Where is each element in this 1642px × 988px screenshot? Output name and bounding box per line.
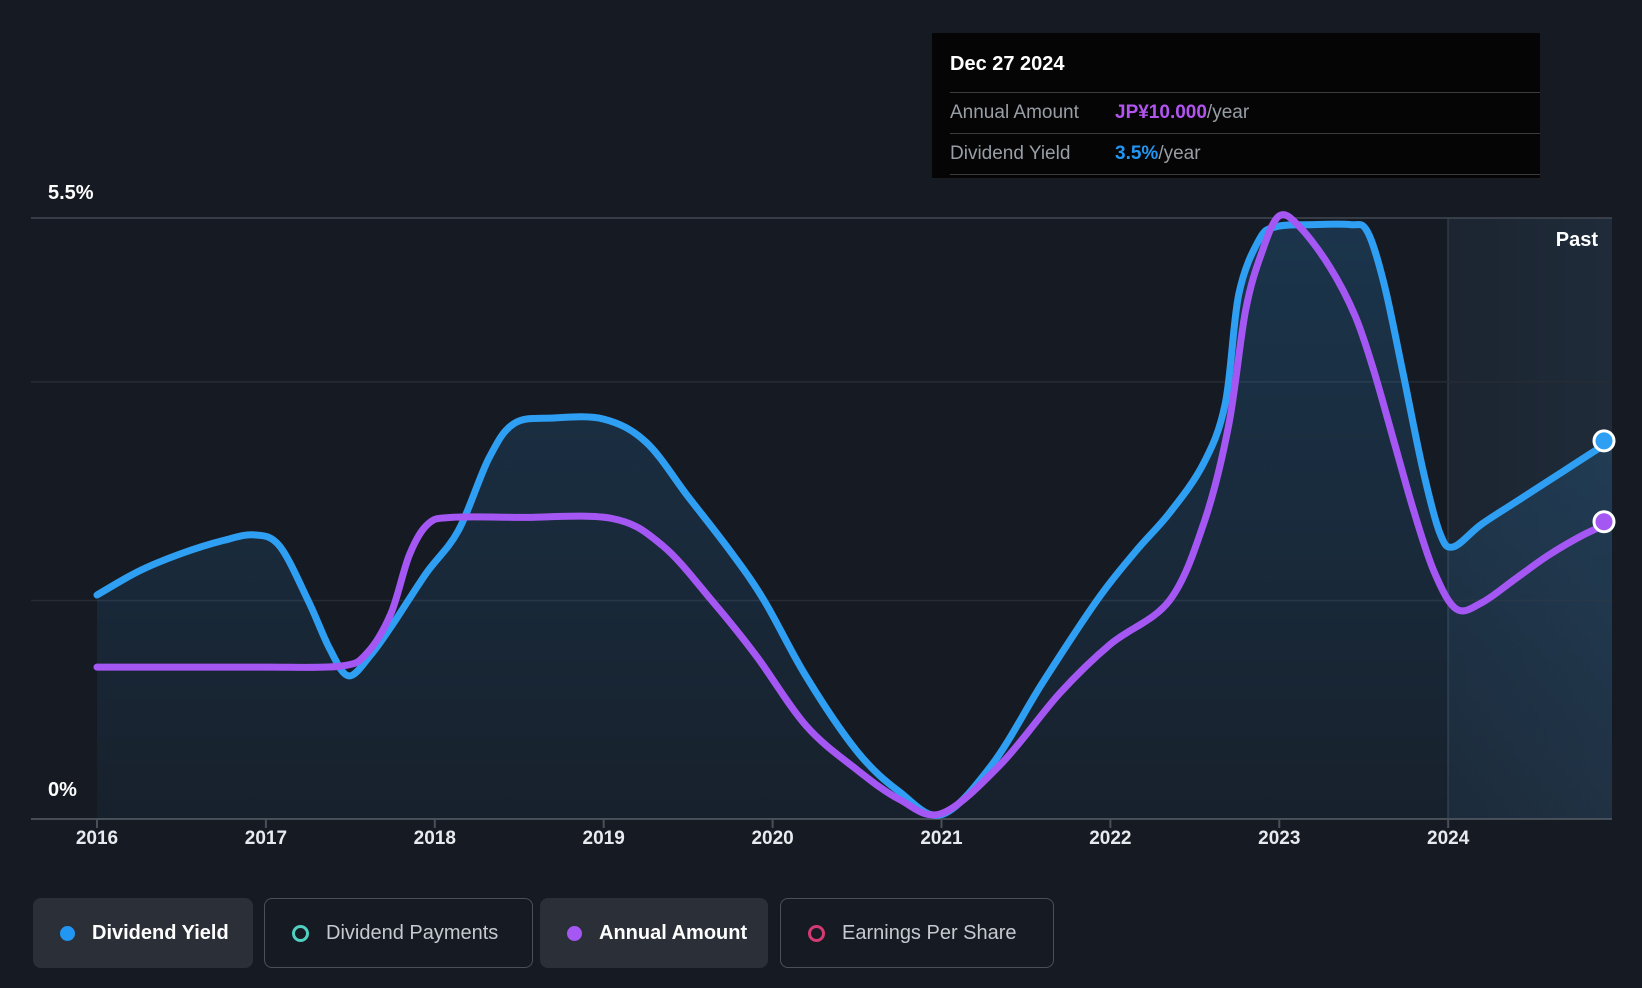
x-axis-label-2024: 2024 (1427, 828, 1470, 849)
legend-label: Annual Amount (599, 921, 748, 944)
x-axis-label-2023: 2023 (1258, 828, 1301, 849)
series-area-dividend-yield (97, 224, 1612, 819)
chart-tooltip: Dec 27 2024 Annual Amount JP¥10.000 /yea… (932, 33, 1540, 178)
dividend-payments-circle-icon (292, 924, 309, 942)
tooltip-row-dividend-yield: Dividend Yield 3.5% /year (950, 133, 1540, 174)
tooltip-row-annual-amount: Annual Amount JP¥10.000 /year (950, 92, 1540, 133)
y-axis-label-zero: 0% (48, 779, 77, 801)
series-end-marker-annual-amount[interactable] (1592, 510, 1616, 534)
past-region-label: Past (1555, 229, 1598, 251)
series-end-marker-dividend-yield[interactable] (1592, 429, 1616, 453)
x-axis-label-2018: 2018 (413, 828, 456, 849)
tooltip-value-suffix: /year (1206, 102, 1250, 123)
annual-amount-dot-icon (567, 925, 582, 941)
legend-label: Dividend Payments (326, 921, 499, 944)
tooltip-label: Dividend Yield (950, 143, 1071, 164)
series-line-annual-amount[interactable] (93, 211, 1616, 819)
legend-button-earnings-per-share[interactable]: Earnings Per Share (780, 898, 1054, 968)
tooltip-value-suffix: /year (1158, 143, 1201, 164)
x-axis-label-2022: 2022 (1089, 828, 1132, 849)
legend-button-dividend-payments[interactable]: Dividend Payments (264, 898, 533, 968)
legend-button-annual-amount[interactable]: Annual Amount (540, 898, 768, 968)
dividend-yield-dot-icon (60, 925, 75, 941)
earnings-per-share-circle-icon (808, 924, 825, 942)
x-axis-label-2017: 2017 (244, 828, 288, 849)
legend-button-dividend-yield[interactable]: Dividend Yield (33, 898, 253, 968)
tooltip-label: Annual Amount (950, 102, 1079, 123)
tooltip-value-annual-amount: JP¥10.000 (1115, 102, 1207, 123)
legend-label: Dividend Yield (92, 921, 229, 944)
y-axis-label-max: 5.5% (48, 182, 94, 204)
x-axis-label-2020: 2020 (751, 828, 794, 849)
x-axis-label-2019: 2019 (582, 828, 625, 849)
x-axis-label-2016: 2016 (75, 828, 119, 849)
x-axis-label-2021: 2021 (920, 828, 963, 849)
tooltip-value-dividend-yield: 3.5% (1115, 143, 1159, 164)
legend-label: Earnings Per Share (842, 921, 1017, 944)
tooltip-date: Dec 27 2024 (950, 53, 1065, 75)
